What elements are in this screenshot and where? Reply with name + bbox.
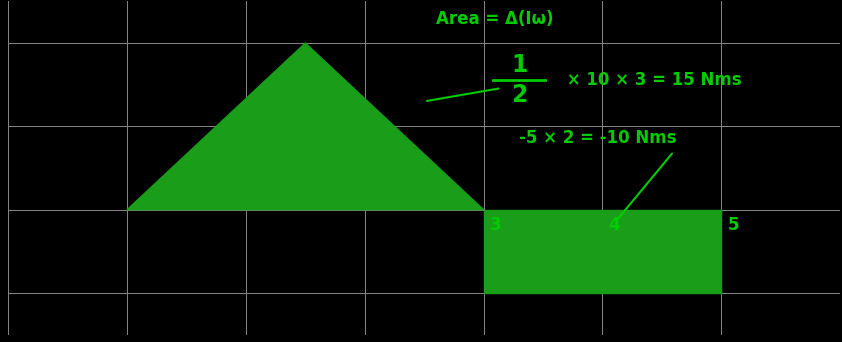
Polygon shape	[483, 210, 722, 293]
Text: 4: 4	[609, 216, 620, 234]
Text: × 10 × 3 = 15 Nms: × 10 × 3 = 15 Nms	[561, 71, 742, 89]
Text: 1: 1	[511, 53, 527, 77]
Text: 3: 3	[489, 216, 501, 234]
Text: Area = Δ(Iω): Area = Δ(Iω)	[436, 10, 553, 28]
Text: 2: 2	[511, 83, 527, 107]
Text: -5 × 2 = -10 Nms: -5 × 2 = -10 Nms	[520, 129, 677, 147]
Text: 5: 5	[727, 216, 738, 234]
Polygon shape	[127, 43, 483, 210]
